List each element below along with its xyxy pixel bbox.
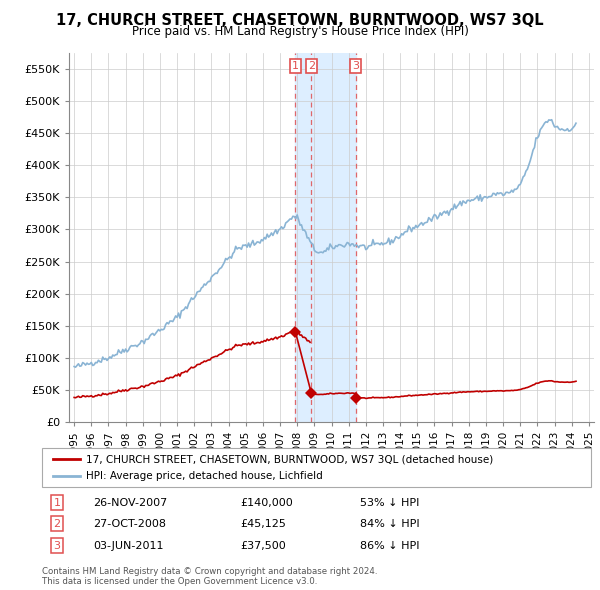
- Text: 3: 3: [53, 541, 61, 550]
- Text: £45,125: £45,125: [240, 519, 286, 529]
- Text: 86% ↓ HPI: 86% ↓ HPI: [360, 541, 419, 550]
- Text: 53% ↓ HPI: 53% ↓ HPI: [360, 498, 419, 507]
- Text: Price paid vs. HM Land Registry's House Price Index (HPI): Price paid vs. HM Land Registry's House …: [131, 25, 469, 38]
- Text: HPI: Average price, detached house, Lichfield: HPI: Average price, detached house, Lich…: [86, 471, 323, 481]
- Text: 17, CHURCH STREET, CHASETOWN, BURNTWOOD, WS7 3QL: 17, CHURCH STREET, CHASETOWN, BURNTWOOD,…: [56, 13, 544, 28]
- Text: This data is licensed under the Open Government Licence v3.0.: This data is licensed under the Open Gov…: [42, 578, 317, 586]
- Text: 27-OCT-2008: 27-OCT-2008: [93, 519, 166, 529]
- Text: 2: 2: [308, 61, 315, 71]
- Text: Contains HM Land Registry data © Crown copyright and database right 2024.: Contains HM Land Registry data © Crown c…: [42, 567, 377, 576]
- Text: 2: 2: [53, 519, 61, 529]
- Text: 1: 1: [292, 61, 299, 71]
- Text: 26-NOV-2007: 26-NOV-2007: [93, 498, 167, 507]
- Text: 03-JUN-2011: 03-JUN-2011: [93, 541, 163, 550]
- Text: 84% ↓ HPI: 84% ↓ HPI: [360, 519, 419, 529]
- Text: 1: 1: [53, 498, 61, 507]
- Bar: [295, 53, 356, 422]
- FancyBboxPatch shape: [42, 448, 591, 487]
- Text: 3: 3: [352, 61, 359, 71]
- Text: £37,500: £37,500: [240, 541, 286, 550]
- Text: 17, CHURCH STREET, CHASETOWN, BURNTWOOD, WS7 3QL (detached house): 17, CHURCH STREET, CHASETOWN, BURNTWOOD,…: [86, 454, 493, 464]
- Text: £140,000: £140,000: [240, 498, 293, 507]
